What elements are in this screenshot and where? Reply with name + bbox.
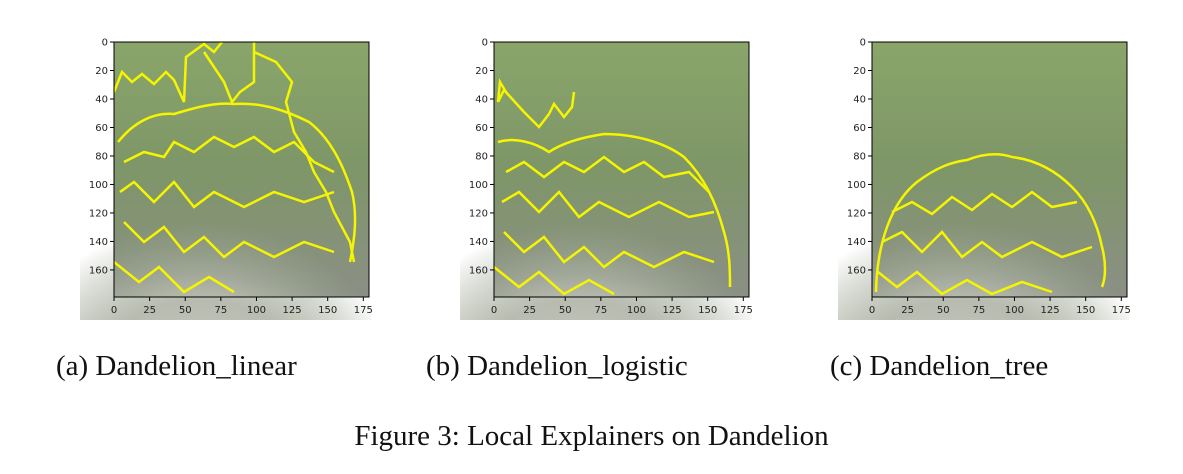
y-tick-label: 100: [89, 180, 108, 191]
y-tick-label: 40: [95, 94, 108, 105]
y-tick-label: 0: [860, 38, 866, 49]
x-tick-label: 125: [1041, 305, 1060, 316]
x-tick-label: 75: [972, 305, 985, 316]
panel-logistic: 0 25 50 75 100 125 150 175 0 20 40 60 80 100 120 140 160: [460, 30, 800, 320]
y-tick-label: 120: [89, 208, 108, 219]
x-tick-label: 25: [143, 305, 156, 316]
panel-tree-plot: 0 25 50 75 100 125 150 175 0 20 40 60 80 100 120 140 160: [838, 38, 1132, 320]
y-tick-label: 20: [853, 66, 866, 77]
caption-logistic: (b) Dandelion_logistic: [426, 350, 688, 382]
x-tick-label: 50: [559, 305, 572, 316]
x-tick-label: 175: [1112, 305, 1131, 316]
y-tick-label: 80: [95, 151, 108, 162]
y-tick-label: 40: [475, 94, 488, 105]
x-tick-label: 100: [1005, 305, 1024, 316]
y-tick-label: 80: [475, 151, 488, 162]
y-tick-label: 140: [847, 237, 866, 248]
y-tick-label: 120: [469, 208, 488, 219]
x-tick-label: 175: [354, 305, 373, 316]
caption-linear: (a) Dandelion_linear: [56, 350, 297, 382]
y-tick-label: 40: [853, 94, 866, 105]
x-tick-label: 25: [901, 305, 914, 316]
x-tick-label: 50: [179, 305, 192, 316]
x-tick-label: 100: [247, 305, 266, 316]
panel-logistic-overlay: [493, 78, 732, 296]
panel-linear-plot: 0 25 50 75 100 125 150 175 0 20 40 60 80 100 120 140 160: [80, 38, 374, 320]
y-tick-label: 60: [475, 123, 488, 134]
x-tick-label: 0: [491, 305, 497, 316]
figure-caption: Figure 3: Local Explainers on Dandelion: [354, 420, 829, 452]
panel-tree-overlay: [874, 152, 1107, 296]
x-tick-label: 150: [698, 305, 717, 316]
x-tick-label: 50: [937, 305, 950, 316]
y-tick-label: 0: [482, 38, 488, 49]
panel-linear-overlay: [112, 41, 357, 294]
panel-linear: 0 25 50 75 100 125 150 175 0 20 40 60 80 100 120 140 160: [80, 30, 420, 320]
x-tick-label: 25: [523, 305, 536, 316]
panel-logistic-plot: 0 25 50 75 100 125 150 175 0 20 40 60 80 100 120 140 160: [460, 38, 754, 320]
y-tick-label: 100: [847, 180, 866, 191]
y-tick-label: 60: [853, 123, 866, 134]
y-tick-label: 0: [102, 38, 108, 49]
x-tick-label: 75: [594, 305, 607, 316]
y-tick-label: 20: [475, 66, 488, 77]
x-tick-label: 0: [111, 305, 117, 316]
x-tick-label: 175: [734, 305, 753, 316]
y-tick-label: 100: [469, 180, 488, 191]
x-tick-label: 75: [214, 305, 227, 316]
y-tick-label: 160: [469, 265, 488, 276]
x-tick-label: 150: [1076, 305, 1095, 316]
y-tick-label: 140: [89, 237, 108, 248]
y-tick-label: 80: [853, 151, 866, 162]
x-tick-label: 125: [663, 305, 682, 316]
y-tick-label: 60: [95, 123, 108, 134]
y-tick-label: 20: [95, 66, 108, 77]
y-tick-label: 120: [847, 208, 866, 219]
x-tick-label: 100: [627, 305, 646, 316]
y-tick-label: 140: [469, 237, 488, 248]
y-tick-label: 160: [847, 265, 866, 276]
x-tick-label: 125: [283, 305, 302, 316]
panel-tree: 0 25 50 75 100 125 150 175 0 20 40 60 80 100 120 140 160: [838, 30, 1178, 320]
y-tick-label: 160: [89, 265, 108, 276]
x-tick-label: 0: [869, 305, 875, 316]
caption-tree: (c) Dandelion_tree: [830, 350, 1049, 382]
x-tick-label: 150: [318, 305, 337, 316]
